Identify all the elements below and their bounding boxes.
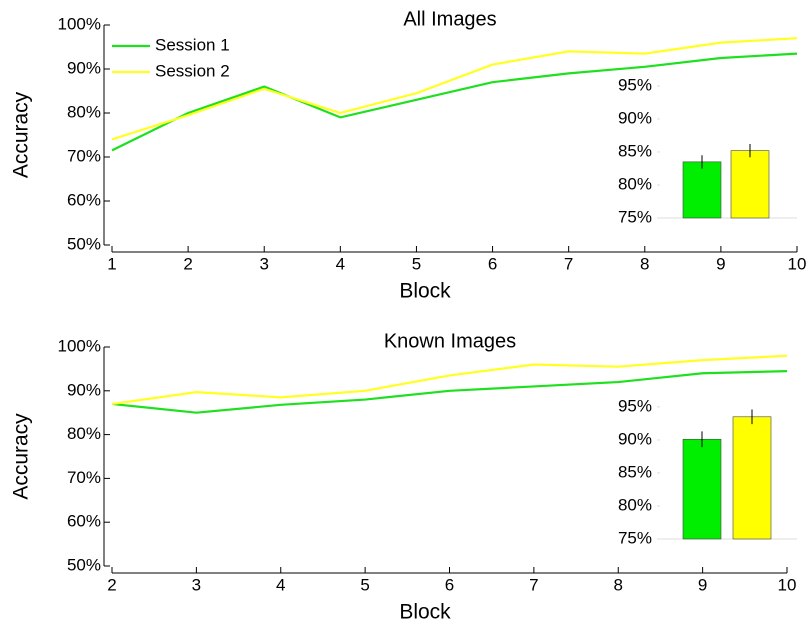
inset-bar — [732, 416, 772, 540]
legend-label: Session 2 — [155, 61, 230, 80]
x-tick-label: 7 — [529, 575, 538, 594]
inset-y-tick-label: 95% — [618, 396, 652, 415]
x-tick-label: 7 — [564, 254, 573, 273]
x-tick-label: 5 — [360, 575, 369, 594]
x-tick-label: 1 — [107, 254, 116, 273]
inset-y-tick-label: 75% — [618, 528, 652, 547]
x-tick-label: 4 — [276, 575, 285, 594]
y-tick-label: 70% — [67, 146, 101, 165]
inset-y-tick-label: 80% — [618, 174, 652, 193]
x-tick-label: 9 — [716, 254, 725, 273]
x-tick-label: 2 — [183, 254, 192, 273]
x-tick-label: 6 — [445, 575, 454, 594]
x-tick-label: 10 — [788, 254, 807, 273]
x-tick-label: 3 — [259, 254, 268, 273]
x-axis-label: Block — [399, 601, 451, 624]
inset-y-tick-label: 85% — [618, 462, 652, 481]
inset-y-tick-label: 75% — [618, 207, 652, 226]
y-tick-label: 50% — [67, 234, 101, 253]
x-tick-label: 4 — [336, 254, 345, 273]
inset-bar — [730, 150, 770, 219]
series-line — [111, 369, 788, 414]
y-tick-label: 90% — [67, 380, 101, 399]
legend-label: Session 1 — [155, 35, 230, 54]
x-tick-label: 5 — [412, 254, 421, 273]
inset-bar — [682, 438, 722, 540]
x-tick-label: 10 — [778, 575, 797, 594]
series-line — [111, 37, 798, 141]
x-tick-label: 8 — [640, 254, 649, 273]
x-axis-label: Block — [399, 280, 451, 303]
x-tick-label: 6 — [488, 254, 497, 273]
inset-y-tick-label: 85% — [618, 141, 652, 160]
x-tick-label: 2 — [107, 575, 116, 594]
inset-y-tick-label: 90% — [618, 429, 652, 448]
inset-y-tick-label: 90% — [618, 108, 652, 127]
inset-background — [657, 76, 797, 218]
series-line — [111, 354, 788, 406]
y-axis-label: Accuracy — [10, 91, 33, 178]
y-tick-label: 50% — [67, 555, 101, 574]
x-tick-label: 9 — [698, 575, 707, 594]
y-tick-label: 60% — [67, 512, 101, 531]
x-tick-label: 8 — [614, 575, 623, 594]
y-tick-label: 90% — [67, 58, 101, 77]
series-line — [111, 52, 798, 152]
inset-background — [657, 395, 797, 539]
y-axis-label: Accuracy — [10, 413, 33, 500]
y-tick-label: 70% — [67, 468, 101, 487]
x-tick-label: 3 — [192, 575, 201, 594]
y-tick-label: 80% — [67, 424, 101, 443]
chart-title: All Images — [403, 8, 496, 30]
inset-bar — [682, 161, 722, 219]
chart-title: Known Images — [384, 330, 516, 352]
y-tick-label: 100% — [58, 336, 101, 355]
y-tick-label: 80% — [67, 102, 101, 121]
inset-y-tick-label: 80% — [618, 495, 652, 514]
inset-y-tick-label: 95% — [618, 75, 652, 94]
y-tick-label: 60% — [67, 190, 101, 209]
y-tick-label: 100% — [58, 14, 101, 33]
